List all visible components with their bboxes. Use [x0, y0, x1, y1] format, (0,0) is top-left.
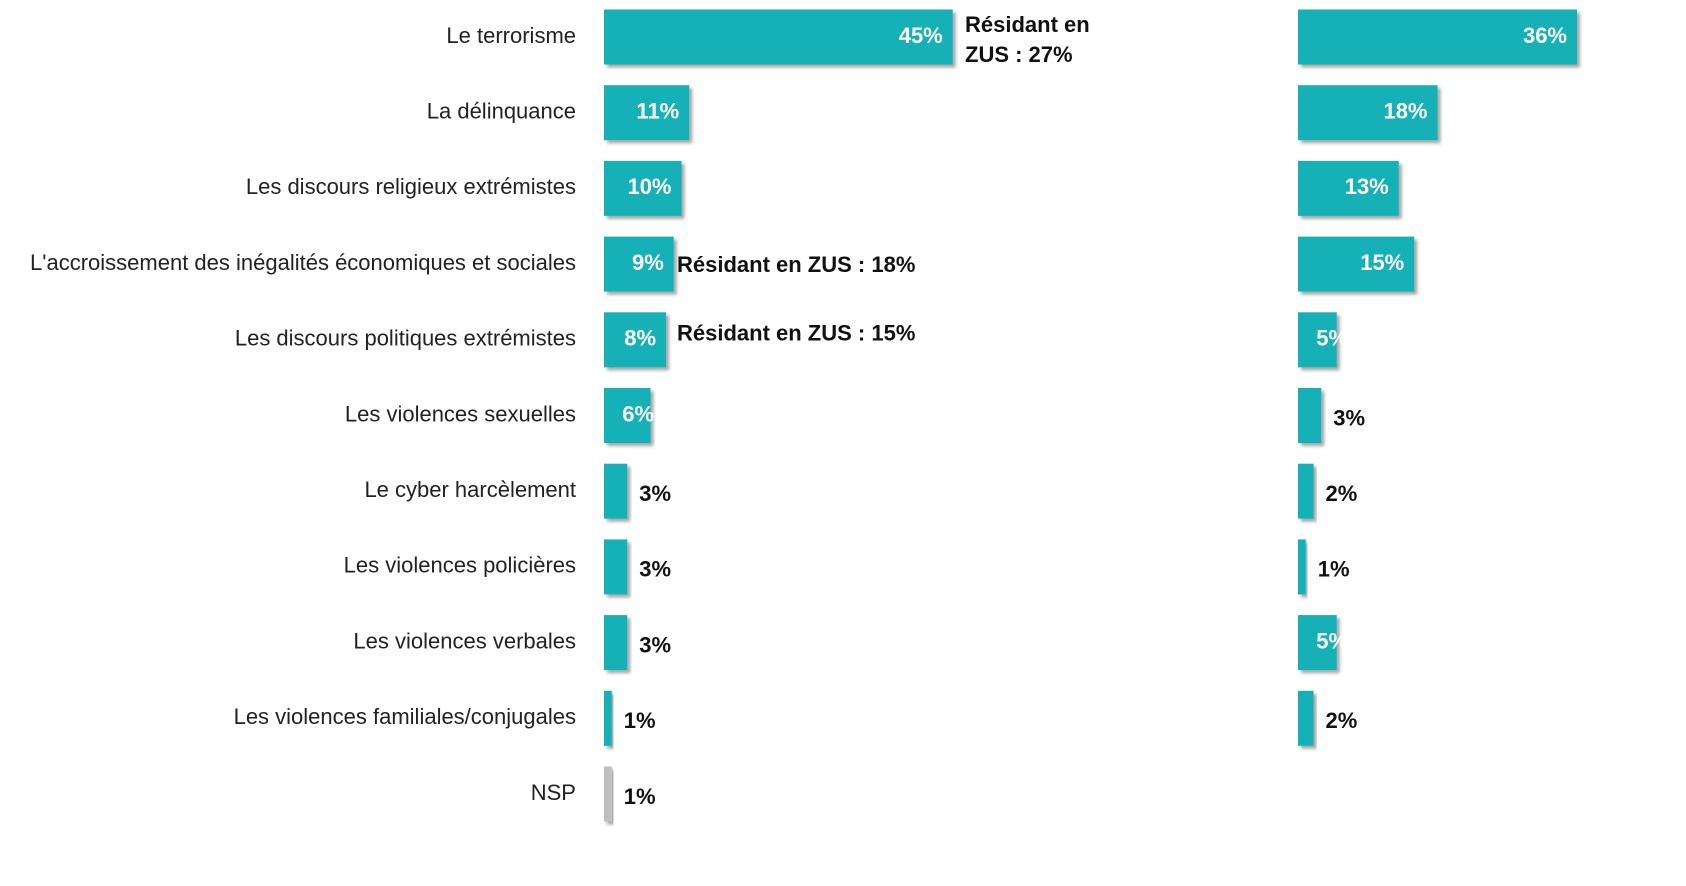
category-label: Les discours religieux extrémistes: [246, 174, 576, 199]
category-label: La délinquance: [427, 99, 576, 124]
value-label: 8%: [624, 326, 656, 351]
bar: [604, 690, 612, 746]
value-label: 1%: [624, 708, 656, 733]
bar: [604, 9, 953, 65]
bar: [604, 766, 612, 822]
bar: [1298, 9, 1577, 65]
bar: [604, 160, 682, 216]
category-label: L'accroissement des inégalités économiqu…: [30, 250, 576, 275]
category-label: Les discours politiques extrémistes: [235, 326, 576, 351]
value-label: 6%: [622, 401, 654, 426]
bar: [604, 539, 628, 595]
bar: [1298, 312, 1337, 368]
bar: [604, 615, 628, 671]
value-label: 3%: [639, 557, 671, 582]
category-label: Les violences policières: [344, 553, 576, 578]
bar: [604, 236, 674, 292]
bar: [604, 312, 666, 368]
value-label: 1%: [1318, 557, 1350, 582]
value-label: 1%: [624, 784, 656, 809]
value-label: 13%: [1345, 174, 1389, 199]
category-label: Les violences sexuelles: [345, 401, 576, 426]
bar: [604, 85, 690, 141]
value-label: 15%: [1360, 250, 1404, 275]
bar: [1298, 388, 1322, 443]
bar: [1298, 615, 1337, 671]
bar: [1298, 160, 1399, 216]
category-label: NSP: [531, 780, 576, 805]
value-label: 5%: [1316, 326, 1348, 351]
value-label: 11%: [636, 99, 679, 124]
annotation: Résidant en ZUS : 15%: [677, 321, 915, 346]
bar: [1298, 690, 1314, 746]
value-label: 3%: [639, 632, 671, 657]
bar: [604, 388, 651, 443]
category-label: Les violences verbales: [353, 628, 576, 653]
value-label: 10%: [627, 174, 671, 199]
annotation: Résidant en ZUS : 27%: [965, 12, 1090, 67]
value-label: 3%: [639, 481, 671, 506]
text-line: Résidant en: [965, 12, 1090, 37]
text-line: ZUS : 27%: [965, 42, 1073, 67]
value-label: 5%: [1316, 628, 1348, 653]
category-label: Les violences familiales/conjugales: [234, 704, 576, 729]
value-label: 3%: [1333, 405, 1365, 430]
value-label: 18%: [1383, 99, 1427, 124]
bar: [1298, 236, 1415, 292]
value-label: 36%: [1523, 23, 1567, 48]
value-label: 2%: [1326, 481, 1358, 506]
annotation: Résidant en ZUS : 18%: [677, 252, 915, 277]
bar: [1298, 85, 1438, 141]
category-label: Le terrorisme: [446, 23, 576, 48]
bar: [1298, 463, 1314, 519]
value-label: 2%: [1326, 708, 1358, 733]
value-label: 9%: [632, 250, 664, 275]
bar: [1298, 539, 1306, 595]
bar: [604, 463, 628, 519]
category-label: Le cyber harcèlement: [364, 477, 576, 502]
value-label: 45%: [899, 23, 943, 48]
